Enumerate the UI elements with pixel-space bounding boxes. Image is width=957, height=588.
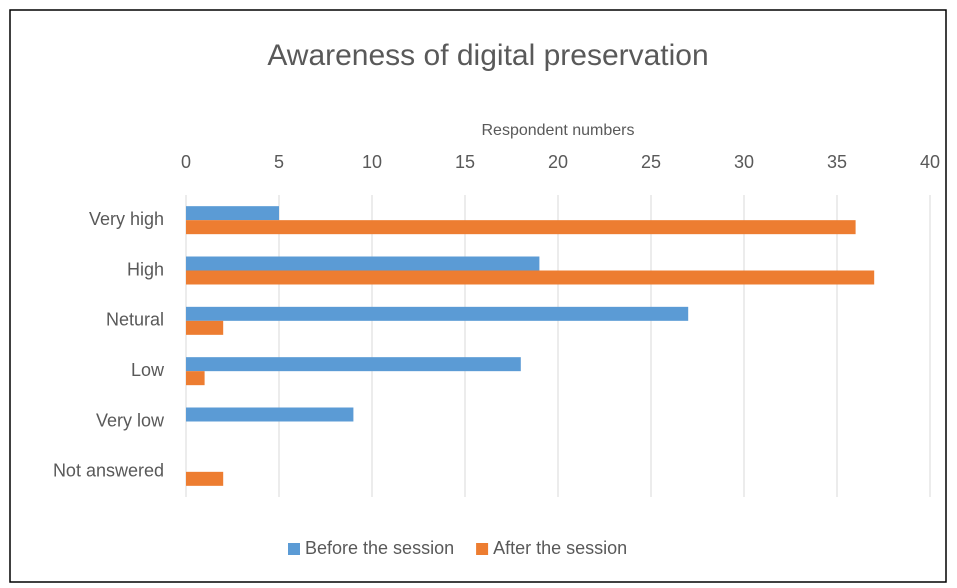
x-tick-label: 30	[734, 152, 754, 172]
bar	[186, 320, 224, 335]
legend-swatch	[288, 543, 300, 555]
legend-swatch	[476, 543, 489, 555]
x-axis-title: Respondent numbers	[482, 122, 635, 139]
legend-label: Before the session	[305, 538, 454, 558]
chart-frame	[9, 9, 947, 583]
bar	[186, 206, 279, 221]
x-tick-label: 40	[920, 152, 940, 172]
y-tick-label: Very low	[96, 410, 165, 430]
y-tick-label: Very high	[89, 209, 164, 229]
x-tick-label: 20	[548, 152, 568, 172]
y-tick-label: High	[127, 259, 164, 279]
x-tick-label: 10	[362, 152, 382, 172]
bar	[186, 407, 354, 422]
y-tick-label: Netural	[106, 310, 164, 330]
bar	[186, 357, 521, 372]
y-tick-label: Low	[131, 360, 165, 380]
bar	[186, 471, 224, 486]
bar	[186, 270, 875, 285]
x-tick-label: 0	[181, 152, 191, 172]
x-tick-label: 25	[641, 152, 661, 172]
y-tick-label: Not answered	[53, 461, 164, 481]
legend-label: After the session	[493, 538, 627, 558]
bar	[186, 371, 205, 386]
x-tick-label: 5	[274, 152, 284, 172]
bar	[186, 256, 540, 271]
x-tick-label: 35	[827, 152, 847, 172]
chart-title: Awareness of digital preservation	[267, 39, 708, 72]
x-tick-label: 15	[455, 152, 475, 172]
bar	[186, 220, 856, 235]
bar	[186, 306, 689, 321]
